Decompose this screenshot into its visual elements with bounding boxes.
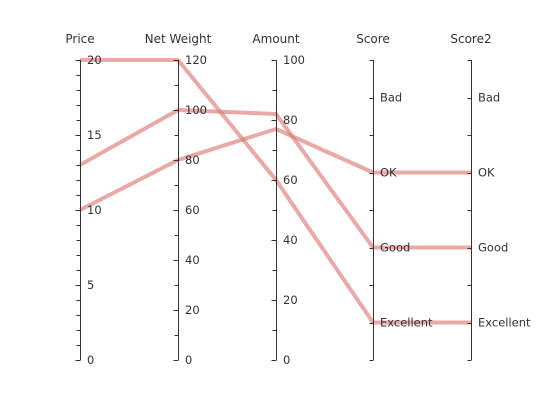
tick-label: 100 bbox=[283, 53, 305, 67]
tick-label: 100 bbox=[185, 103, 207, 117]
tick-label: 5 bbox=[87, 278, 94, 292]
series-lines bbox=[79, 58, 471, 325]
tick-label: 80 bbox=[283, 113, 298, 127]
category-label-ok: OK bbox=[478, 166, 495, 180]
axis-title-net-weight: Net Weight bbox=[145, 32, 212, 46]
axis-score2: Score2 Excellent Good OK Bad bbox=[450, 32, 531, 361]
category-label-ok: OK bbox=[380, 166, 397, 180]
tick-label: 0 bbox=[283, 353, 290, 367]
category-label-good: Good bbox=[478, 241, 508, 255]
tick-label: 40 bbox=[283, 233, 298, 247]
axis-score: Score Excellent Good OK Bad bbox=[356, 32, 433, 361]
axis-net-weight: Net Weight 0 20 40 60 80 100 120 bbox=[145, 32, 212, 367]
tick-label: 40 bbox=[185, 253, 200, 267]
axis-price: Price 0 5 10 15 20 bbox=[65, 32, 101, 367]
category-label-excellent: Excellent bbox=[478, 316, 531, 330]
axis-title-score: Score bbox=[356, 32, 390, 46]
tick-label: 0 bbox=[87, 353, 94, 367]
axis-amount: Amount 0 20 40 60 80 100 bbox=[252, 32, 305, 367]
category-label-good: Good bbox=[380, 241, 410, 255]
axes: Price 0 5 10 15 20 Net Weight 0 20 40 60 80 100 120 Am… bbox=[65, 32, 531, 367]
axis-title-amount: Amount bbox=[252, 32, 299, 46]
category-label-bad: Bad bbox=[380, 91, 402, 105]
series-line-1 bbox=[80, 58, 471, 325]
category-label-bad: Bad bbox=[478, 91, 500, 105]
tick-label: 0 bbox=[185, 353, 192, 367]
tick-label: 80 bbox=[185, 153, 200, 167]
tick-label: 10 bbox=[87, 203, 102, 217]
tick-label: 20 bbox=[283, 293, 298, 307]
axis-title-price: Price bbox=[65, 32, 94, 46]
tick-label: 60 bbox=[283, 173, 298, 187]
tick-label: 120 bbox=[185, 53, 207, 67]
category-label-excellent: Excellent bbox=[380, 316, 433, 330]
tick-label: 15 bbox=[87, 128, 102, 142]
tick-label: 20 bbox=[185, 303, 200, 317]
axis-title-score2: Score2 bbox=[450, 32, 491, 46]
series-line-3 bbox=[79, 127, 471, 212]
tick-label: 60 bbox=[185, 203, 200, 217]
tick-label: 20 bbox=[87, 53, 102, 67]
